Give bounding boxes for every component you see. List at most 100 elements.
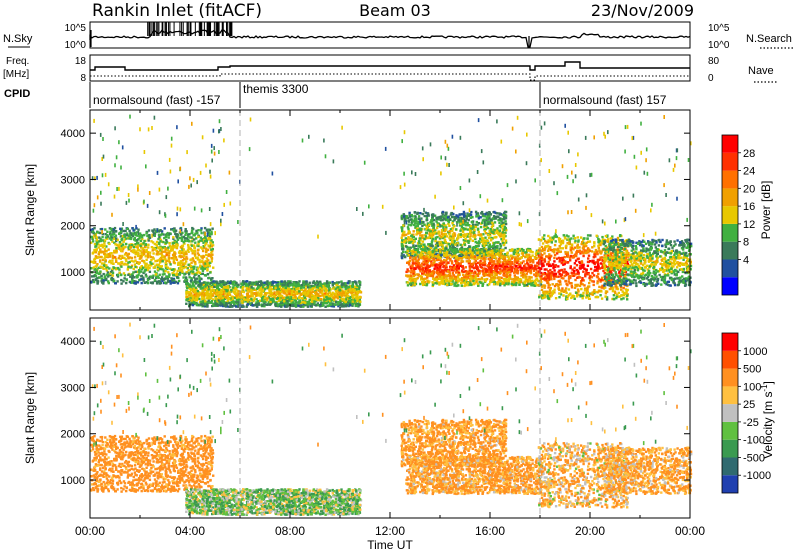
power-cell <box>121 261 123 263</box>
power-cell <box>401 245 403 247</box>
power-cell <box>164 270 166 272</box>
power-cell <box>426 219 428 221</box>
power-cell <box>107 271 109 273</box>
power-cell <box>108 261 110 263</box>
power-cell <box>469 238 471 240</box>
power-cell <box>416 231 418 233</box>
power-cell <box>335 293 337 295</box>
power-cell <box>230 289 232 291</box>
power-cell <box>430 232 432 234</box>
power-cell <box>249 303 251 305</box>
power-cell <box>478 222 480 224</box>
power-cell <box>201 295 203 297</box>
power-cell <box>481 211 483 213</box>
power-cell <box>161 265 163 267</box>
power-cell <box>457 237 459 239</box>
power-cell <box>272 298 274 300</box>
power-cell <box>281 295 283 297</box>
power-cell <box>267 286 269 288</box>
power-cell <box>204 227 206 229</box>
power-cell <box>189 291 191 293</box>
power-cell <box>332 284 334 286</box>
power-cell <box>229 306 231 308</box>
power-cell <box>92 230 94 232</box>
power-cell <box>197 290 199 292</box>
power-cell <box>137 229 139 231</box>
power-cell <box>176 236 178 238</box>
power-cell <box>131 279 133 281</box>
power-cell <box>280 291 282 293</box>
power-cell <box>113 280 115 282</box>
power-cell <box>110 252 112 254</box>
power-cell <box>105 278 107 280</box>
power-cell <box>96 277 98 279</box>
power-cell <box>452 245 454 247</box>
power-cell <box>98 236 100 238</box>
power-cell <box>168 252 170 254</box>
power-cell <box>323 299 325 301</box>
power-cell <box>251 304 253 306</box>
power-cell <box>459 244 461 246</box>
power-cell <box>443 222 445 224</box>
power-cell <box>185 282 187 284</box>
noise-left-tick-lo: 10^0 <box>65 40 87 51</box>
power-cell <box>100 275 102 277</box>
power-cell <box>204 240 206 242</box>
power-cell <box>207 244 209 246</box>
power-cell <box>463 228 465 230</box>
power-cell <box>265 303 267 305</box>
power-cell <box>93 266 95 268</box>
power-cell <box>277 286 279 288</box>
power-cell <box>412 220 414 222</box>
power-cell <box>494 221 496 223</box>
power-cell <box>149 252 151 254</box>
power-cell <box>235 305 237 307</box>
power-cell <box>176 259 178 261</box>
power-cell <box>490 213 492 215</box>
power-cell <box>466 228 468 230</box>
power-cell <box>171 269 173 271</box>
power-cell <box>108 282 110 284</box>
power-cell <box>505 211 507 213</box>
power-cell <box>439 217 441 219</box>
power-cell <box>421 225 423 227</box>
power-cell <box>206 292 208 294</box>
power-cell <box>131 260 133 262</box>
power-cell <box>166 251 168 253</box>
power-cell <box>158 230 160 232</box>
power-cell <box>185 260 187 262</box>
power-cell <box>262 286 264 288</box>
power-cell <box>419 270 421 272</box>
power-cell <box>210 243 212 245</box>
power-cell <box>102 266 104 268</box>
power-cell <box>143 253 145 255</box>
power-cell <box>326 285 328 287</box>
power-cell <box>261 290 263 292</box>
power-cell <box>402 251 404 253</box>
power-cell <box>184 234 186 236</box>
power-cell <box>416 273 418 275</box>
power-cell <box>198 240 200 242</box>
power-cell <box>193 244 195 246</box>
power-cell <box>457 219 459 221</box>
power-cell <box>128 266 130 268</box>
power-cell <box>403 213 405 215</box>
power-cell <box>145 259 147 261</box>
power-panel: 1000200030004000 Slant Range [km] 282420… <box>23 110 773 310</box>
power-cell <box>415 218 417 220</box>
power-cell <box>429 221 431 223</box>
power-cell <box>412 242 414 244</box>
power-cell <box>449 258 451 260</box>
power-cell <box>95 255 97 257</box>
power-cell <box>207 273 209 275</box>
power-cell <box>180 233 182 235</box>
power-cell <box>171 279 173 281</box>
power-cell <box>116 280 118 282</box>
power-cell <box>454 243 456 245</box>
power-cell <box>246 284 248 286</box>
power-cell <box>433 232 435 234</box>
power-cell <box>478 240 480 242</box>
power-cell <box>278 293 280 295</box>
power-cell <box>119 228 121 230</box>
power-cell <box>121 238 123 240</box>
